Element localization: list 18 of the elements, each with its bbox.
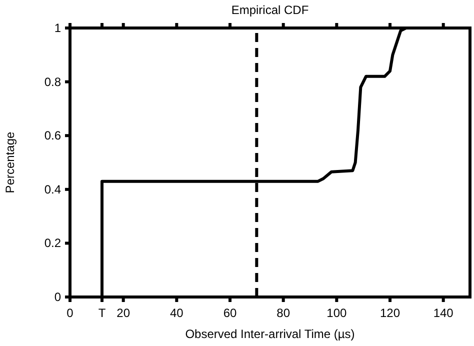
x-tick-label: 80 xyxy=(276,306,290,320)
x-axis-title: Observed Inter-arrival Time (µs) xyxy=(185,327,355,341)
x-tick-label: 60 xyxy=(223,306,237,320)
x-tick-label: 40 xyxy=(170,306,184,320)
y-tick-label: 0.2 xyxy=(44,236,62,250)
y-tick-label: 0.6 xyxy=(44,128,62,143)
y-axis-title: Percentage xyxy=(3,131,17,194)
y-tick-label: 0.8 xyxy=(44,74,62,89)
x-tick-label: 120 xyxy=(380,306,400,320)
chart-title: Empirical CDF xyxy=(231,3,309,17)
x-tick-label: 100 xyxy=(326,306,347,320)
x-tick-label: T xyxy=(98,306,106,320)
y-tick-label: 0 xyxy=(54,290,62,304)
x-tick-label: 140 xyxy=(433,306,454,320)
x-tick-label: 0 xyxy=(66,306,74,320)
x-tick-label: 20 xyxy=(116,306,130,320)
y-tick-label: 1 xyxy=(54,21,62,35)
y-tick-label: 0.4 xyxy=(44,182,62,196)
